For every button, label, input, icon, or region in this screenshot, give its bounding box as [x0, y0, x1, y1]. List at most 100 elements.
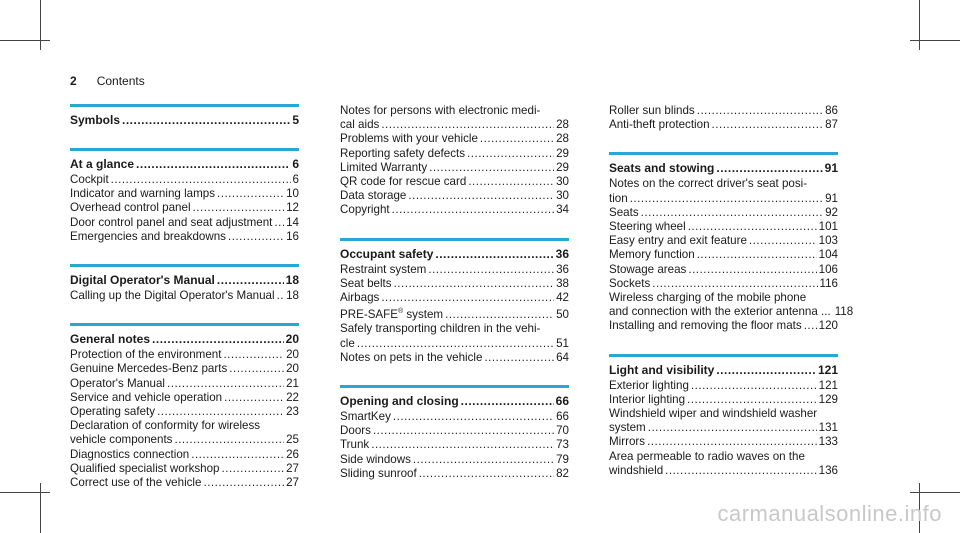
dot-leader	[480, 132, 554, 146]
section-title: General notes	[70, 332, 151, 347]
toc-entry[interactable]: Seat belts 38	[340, 277, 569, 291]
entry-page: 20	[286, 348, 299, 362]
section-heading[interactable]: Seats and stowing 91	[609, 160, 838, 176]
toc-entry[interactable]: Diagnostics connection 26	[70, 448, 299, 462]
section-page: 66	[555, 393, 569, 408]
dot-leader	[277, 289, 285, 303]
section-page: 36	[555, 246, 569, 261]
entry-page: 73	[556, 438, 569, 452]
dot-leader	[749, 234, 817, 248]
toc-entry[interactable]: Qualified specialist workshop 27	[70, 462, 299, 476]
toc-entry[interactable]: Anti-theft protection 87	[609, 118, 838, 132]
section-heading[interactable]: Symbols 5	[70, 112, 299, 128]
entry-page: 18	[286, 289, 299, 303]
toc-entry[interactable]: Restraint system 36	[340, 263, 569, 277]
toc-entry[interactable]: QR code for rescue card 30	[340, 175, 569, 189]
entry-page: 16	[286, 229, 299, 243]
toc-entry[interactable]: Overhead control panel 12	[70, 201, 299, 215]
toc-entry[interactable]: Notes on pets in the vehicle 64	[340, 351, 569, 365]
toc-entry[interactable]: Easy entry and exit feature 103	[609, 234, 838, 248]
dot-leader	[484, 351, 554, 365]
section-rule	[70, 148, 299, 151]
toc-column-1: Symbols5 At a glance6Cockpit6Indicator an…	[70, 104, 299, 510]
toc-entry[interactable]: Exterior lighting 121	[609, 379, 838, 393]
toc-entry[interactable]: Roller sun blinds 86	[609, 104, 838, 118]
entry-page: 66	[556, 409, 569, 423]
section-heading[interactable]: Opening and closing 66	[340, 393, 569, 409]
toc-entry[interactable]: Limited Warranty 29	[340, 161, 569, 175]
section-page: 20	[285, 332, 299, 347]
crop-mark	[919, 0, 920, 50]
toc-entry[interactable]: system 131	[609, 421, 838, 435]
toc-entry[interactable]: vehicle components 25	[70, 433, 299, 447]
toc-entry[interactable]: Steering wheel 101	[609, 220, 838, 234]
dot-leader	[445, 308, 554, 322]
toc-entry[interactable]: Service and vehicle operation 22	[70, 391, 299, 405]
toc-entry[interactable]: windshield 136	[609, 464, 838, 478]
toc-section: Roller sun blinds86Anti-theft protection…	[609, 104, 838, 132]
toc-entry[interactable]: Mirrors 133	[609, 435, 838, 449]
toc-entry[interactable]: Data storage 30	[340, 189, 569, 203]
toc-column-3: Roller sun blinds86Anti-theft protection…	[609, 104, 853, 498]
toc-entry[interactable]: Calling up the Digital Operator's Manual…	[70, 289, 299, 303]
dot-leader	[688, 263, 816, 277]
toc-entry[interactable]: Cockpit 6	[70, 173, 299, 187]
toc-entry[interactable]: Protection of the environment 20	[70, 348, 299, 362]
entry-page: 103	[818, 234, 838, 248]
toc-entry[interactable]: Reporting safety defects 29	[340, 147, 569, 161]
toc-entry[interactable]: Correct use of the vehicle 27	[70, 476, 299, 490]
entry-title: Operator's Manual	[70, 376, 166, 390]
dot-leader	[641, 206, 823, 220]
dot-leader	[468, 175, 554, 189]
entry-title: windshield	[609, 463, 664, 477]
entry-page: 136	[818, 463, 838, 477]
toc-entry[interactable]: Genuine Mercedes-Benz parts 20	[70, 362, 299, 376]
section-heading[interactable]: Occupant safety 36	[340, 246, 569, 262]
entry-page: 10	[286, 187, 299, 201]
section-heading[interactable]: Digital Operator's Manual 18	[70, 272, 299, 288]
toc-entry[interactable]: Airbags 42	[340, 291, 569, 305]
toc-entry[interactable]: Stowage areas 106	[609, 263, 838, 277]
entry-page: 42	[556, 291, 569, 305]
entry-page: 26	[286, 447, 299, 461]
dot-leader	[435, 246, 553, 262]
toc-entry[interactable]: tion 91	[609, 192, 838, 206]
section-title: Seats and stowing	[609, 161, 715, 176]
toc-entry[interactable]: Memory function 104	[609, 248, 838, 262]
entry-title: vehicle components	[70, 433, 173, 447]
toc-entry[interactable]: SmartKey 66	[340, 410, 569, 424]
dot-leader	[413, 453, 554, 467]
toc-entry[interactable]: and connection with the exterior antenna…	[609, 305, 853, 319]
toc-entry[interactable]: Sockets 116	[609, 277, 838, 291]
section-rule	[70, 104, 299, 107]
dot-leader	[688, 220, 817, 234]
toc-entry[interactable]: Sliding sunroof 82	[340, 467, 569, 481]
toc-entry[interactable]: Copyright 34	[340, 203, 569, 217]
toc-entry[interactable]: Indicator and warning lamps 10	[70, 187, 299, 201]
toc-entry[interactable]: cle 51	[340, 337, 569, 351]
toc-entry[interactable]: Trunk 73	[340, 438, 569, 452]
entry-page: 70	[556, 424, 569, 438]
toc-entry[interactable]: Side windows 79	[340, 453, 569, 467]
toc-entry[interactable]: Seats 92	[609, 206, 838, 220]
toc-entry[interactable]: Operating safety 23	[70, 405, 299, 419]
dot-leader	[167, 377, 284, 391]
toc-entry[interactable]: Interior lighting 129	[609, 393, 838, 407]
entry-page: 6	[292, 173, 299, 186]
section-heading[interactable]: At a glance 6	[70, 156, 299, 172]
toc-entry[interactable]: Door control panel and seat adjustment 14	[70, 216, 299, 230]
toc-entry[interactable]: Emergencies and breakdowns 16	[70, 230, 299, 244]
entry-title: Emergencies and breakdowns	[70, 229, 226, 243]
section-heading[interactable]: General notes 20	[70, 331, 299, 347]
section-heading[interactable]: Light and visibility 121	[609, 362, 838, 378]
dot-leader	[652, 277, 817, 291]
entry-page: 120	[818, 319, 838, 333]
toc-entry[interactable]: Installing and removing the floor mats 12…	[609, 319, 838, 333]
toc-entry[interactable]: Problems with your vehicle 28	[340, 132, 569, 146]
entry-title: cle	[340, 336, 355, 350]
toc-entry[interactable]: Doors 70	[340, 424, 569, 438]
toc-entry[interactable]: Operator's Manual 21	[70, 377, 299, 391]
toc-entry[interactable]: PRE-SAFE® system 50	[340, 305, 569, 322]
entry-title: Copyright	[340, 203, 390, 217]
toc-entry[interactable]: cal aids 28	[340, 118, 569, 132]
